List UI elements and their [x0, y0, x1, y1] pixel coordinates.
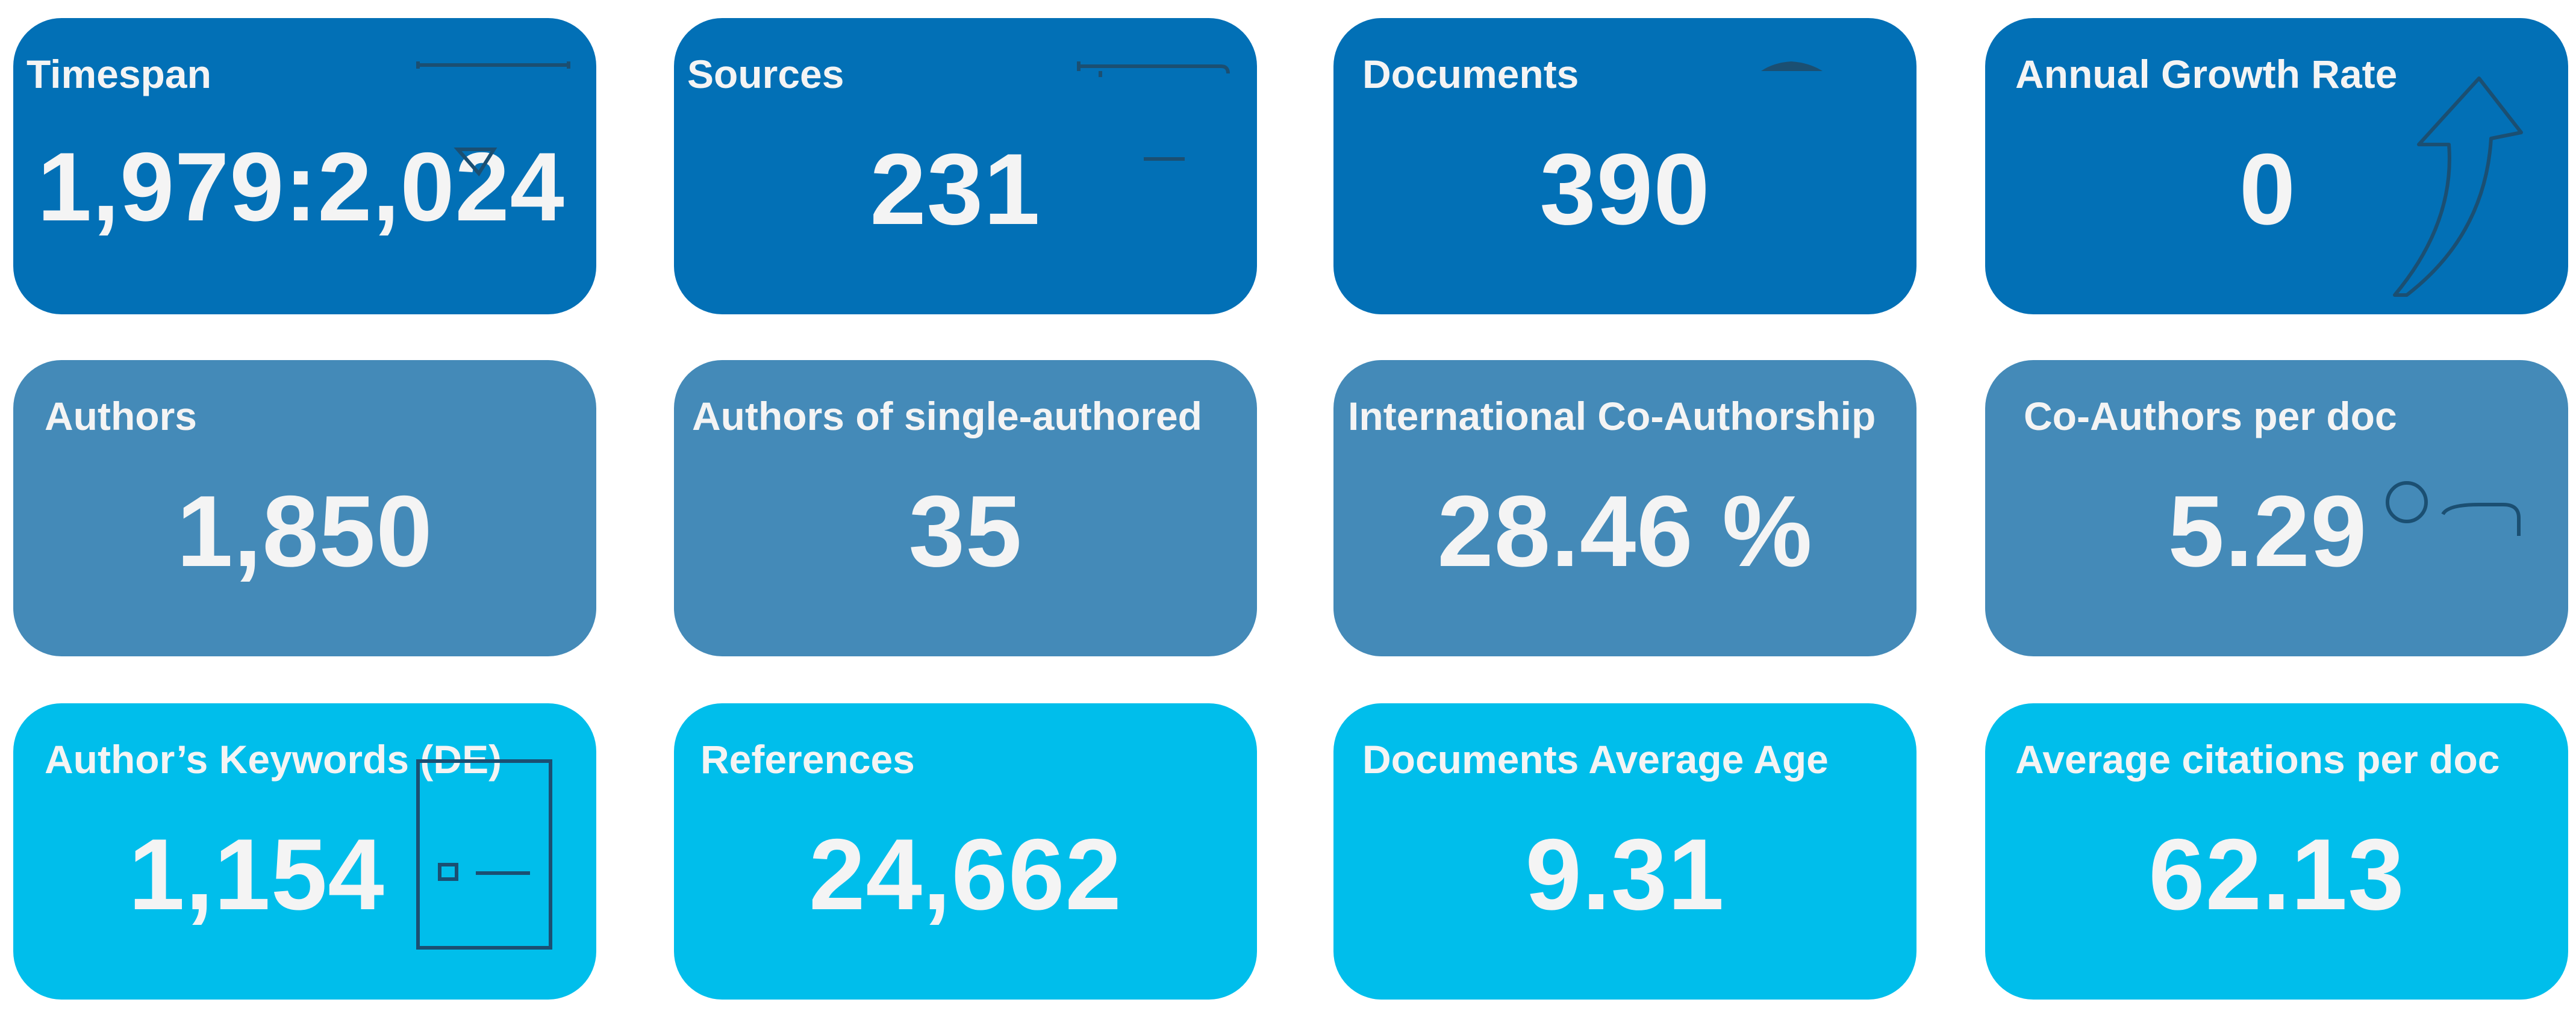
card-label: References: [700, 737, 915, 782]
card-value: 390: [1539, 132, 1711, 246]
card-label: Authors of single-authored: [692, 394, 1202, 438]
card-value: 1,154: [128, 818, 385, 931]
card-value: 28.46 %: [1437, 474, 1813, 588]
card-value: 35: [908, 474, 1023, 588]
card-value: 1,850: [176, 474, 433, 588]
card-references: References 24,662: [674, 703, 1257, 1000]
card-average-citations-per-doc: Average citations per doc 62.13: [1985, 703, 2568, 1000]
card-label: Documents Average Age: [1362, 737, 1829, 782]
card-value: 5.29: [2168, 474, 2368, 588]
card-value: 0: [2239, 132, 2297, 246]
card-value: 24,662: [809, 818, 1122, 931]
card-annual-growth-rate: Annual Growth Rate 0: [1985, 18, 2568, 314]
card-label: Sources: [687, 52, 844, 96]
card-authors: Authors 1,850: [13, 360, 596, 656]
card-label: Documents: [1362, 52, 1579, 96]
card-label: Co-Authors per doc: [2024, 394, 2397, 438]
card-documents: Documents 390: [1333, 18, 1916, 314]
card-value: 1,979:2,024: [37, 132, 565, 241]
card-label: Timespan: [27, 52, 211, 96]
card-label: Annual Growth Rate: [2015, 52, 2398, 96]
card-co-authors-per-doc: Co-Authors per doc 5.29: [1985, 360, 2568, 656]
card-timespan: Timespan 1,979:2,024: [13, 18, 596, 314]
card-value: 62.13: [2148, 818, 2405, 931]
card-authors-single-authored: Authors of single-authored 35: [674, 360, 1257, 656]
card-label: Average citations per doc: [2015, 737, 2500, 782]
card-documents-average-age: Documents Average Age 9.31: [1333, 703, 1916, 1000]
card-sources: Sources 231: [674, 18, 1257, 314]
card-label: International Co-Authorship: [1348, 394, 1876, 438]
card-international-co-authorship: International Co-Authorship 28.46 %: [1333, 360, 1916, 656]
card-label: Authors: [45, 394, 197, 438]
card-value: 9.31: [1525, 818, 1725, 931]
card-label: Author’s Keywords (DE): [45, 737, 502, 782]
card-value: 231: [870, 132, 1041, 246]
card-authors-keywords: Author’s Keywords (DE) 1,154: [13, 703, 596, 1000]
